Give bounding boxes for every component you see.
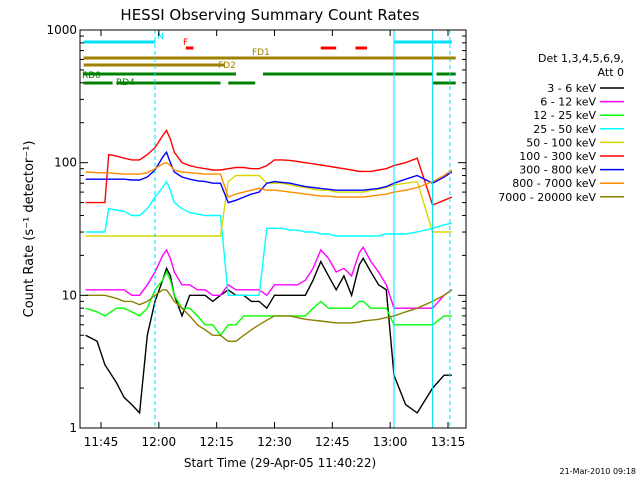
y-axis: 1 10 100 1000 [46,23,466,435]
series-line-9 [85,289,453,342]
y-tick-label: 1000 [46,23,77,37]
legend-header-1: Det 1,3,4,5,6,9, [538,52,624,65]
annotation-label-fd1: FD1 [252,48,270,58]
series-line-3 [85,270,452,337]
y-tick-label: 10 [62,288,77,302]
x-tick-label: 12:45 [315,435,350,449]
chart-title: HESSI Observing Summary Count Rates [120,6,419,24]
annotation-label-rd4: RD4 [116,78,135,88]
legend-label-4: 25 - 50 keV [533,123,596,136]
legend-header-2: Att 0 [598,66,624,79]
series-line-6 [85,129,453,206]
x-tick-label: 12:30 [257,435,292,449]
y-tick-label: 1 [69,421,77,435]
annotation-label-rd0: RD0 [82,71,101,81]
timestamp: 21-Mar-2010 09:18 [560,467,637,476]
legend-label-8: 800 - 7000 keV [512,177,596,190]
series-line-7 [85,150,453,204]
x-axis-label: Start Time (29-Apr-05 11:40:22) [184,456,376,470]
x-tick-label: 13:15 [431,435,466,449]
series-line-4 [85,180,453,296]
x-tick-label: 12:15 [199,435,234,449]
vertical-lines-layer [154,30,451,428]
series-line-1 [85,257,452,415]
legend-label-5: 50 - 100 keV [526,136,596,149]
x-tick-label: 13:00 [373,435,408,449]
annotation-label-fd2: FD2 [218,61,236,71]
legend-label-9: 7000 - 20000 keV [498,191,596,204]
x-tick-label: 11:45 [84,435,119,449]
legend-label-6: 100 - 300 keV [519,150,596,163]
annotation-layer: N F FD1 FD2 RD0 RD4 [82,32,456,88]
y-tick-label: 100 [54,156,77,170]
x-axis: 11:45 12:00 12:15 12:30 12:45 13:00 13:15 [84,30,466,449]
legend-label-3: 12 - 25 keV [533,109,596,122]
series-line-5 [85,174,452,237]
y-axis-label: Count Rate (s⁻¹ detector⁻¹) [22,141,37,318]
legend-label-2: 6 - 12 keV [540,96,596,109]
legend-label-1: 3 - 6 keV [547,82,596,95]
annotation-label-f: F [183,38,188,48]
series-layer [85,129,453,415]
legend-label-7: 300 - 800 keV [519,164,596,177]
series-line-8 [85,161,453,199]
plot-frame [79,29,467,429]
annotation-label-n: N [157,32,164,42]
x-tick-label: 12:00 [142,435,177,449]
